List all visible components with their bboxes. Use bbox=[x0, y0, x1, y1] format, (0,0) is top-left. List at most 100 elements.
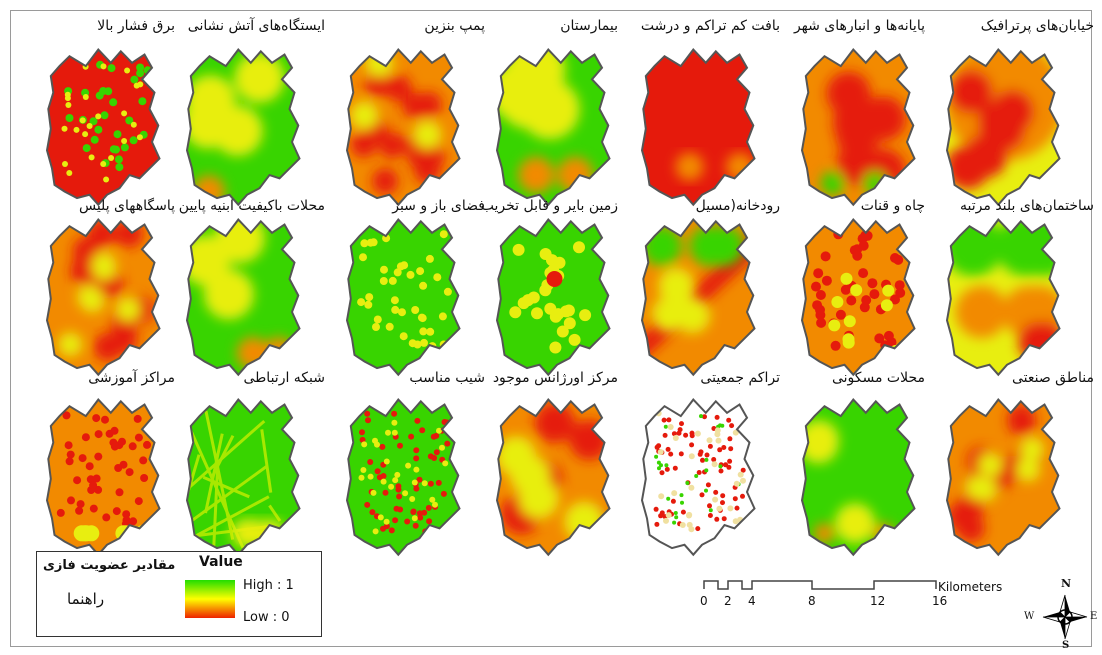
surface-blob bbox=[663, 424, 668, 429]
city-boundary bbox=[945, 218, 1061, 377]
scale-tick-label: 12 bbox=[870, 594, 886, 608]
surface-blob bbox=[140, 474, 149, 482]
map-tile-shib bbox=[345, 398, 461, 557]
surface-blob bbox=[374, 468, 381, 475]
surface-blob bbox=[678, 451, 684, 457]
surface-blob bbox=[406, 270, 415, 279]
surface-blob bbox=[385, 322, 394, 331]
surface-blob bbox=[413, 485, 420, 492]
surface-blob bbox=[357, 298, 366, 307]
surface-blob bbox=[93, 333, 122, 361]
surface-blob bbox=[527, 291, 540, 304]
road-line bbox=[210, 435, 235, 479]
surface-blob bbox=[704, 488, 708, 493]
surface-blob bbox=[672, 520, 677, 525]
surface-blob bbox=[65, 457, 74, 466]
surface-blob bbox=[539, 284, 552, 297]
surface-blob bbox=[88, 154, 95, 161]
surface-blob bbox=[83, 525, 100, 542]
surface-blob bbox=[393, 505, 400, 512]
surface-blob bbox=[134, 497, 143, 506]
map-title: بافت کم تراکم و درشت bbox=[640, 18, 780, 34]
city-boundary bbox=[495, 218, 611, 377]
surface-blob bbox=[948, 69, 993, 114]
city-boundary bbox=[945, 48, 1061, 207]
surface-blob bbox=[370, 489, 377, 496]
surface-blob bbox=[832, 100, 877, 145]
surface-blob bbox=[125, 468, 134, 477]
surface-blob bbox=[668, 451, 674, 457]
surface-blob bbox=[727, 436, 733, 442]
surface-blob bbox=[91, 252, 116, 277]
surface-blob bbox=[125, 116, 134, 125]
map-title: ایستگاه‌های آتش نشانی bbox=[187, 18, 325, 34]
surface-blob bbox=[714, 414, 720, 420]
surface-blob bbox=[110, 426, 119, 435]
surface-blob bbox=[679, 493, 684, 498]
road-line bbox=[187, 419, 245, 549]
surface-blob bbox=[439, 230, 448, 239]
surface-blob bbox=[113, 130, 122, 139]
surface-blob bbox=[705, 482, 711, 488]
surface-blob bbox=[1018, 321, 1059, 362]
surface-blob bbox=[890, 253, 900, 263]
surface-blob bbox=[388, 527, 395, 534]
surface-blob bbox=[417, 514, 424, 521]
surface-blob bbox=[699, 492, 705, 498]
legend-title: Value bbox=[199, 554, 243, 570]
surface-blob bbox=[120, 143, 129, 152]
surface-blob bbox=[121, 110, 128, 117]
map-title: مراکز آموزشی bbox=[88, 370, 175, 386]
road-line bbox=[202, 475, 250, 499]
surface-blob bbox=[666, 417, 672, 423]
surface-blob bbox=[1016, 457, 1040, 482]
surface-blob bbox=[654, 454, 659, 459]
surface-blob bbox=[665, 446, 671, 452]
surface-blob bbox=[721, 445, 727, 450]
surface-blob bbox=[104, 87, 113, 96]
surface-blob bbox=[391, 410, 398, 417]
surface-blob bbox=[874, 333, 885, 344]
road-line bbox=[187, 419, 266, 494]
legend-low-label: Low : 0 bbox=[243, 610, 290, 625]
surface-blob bbox=[56, 508, 65, 517]
surface-blob bbox=[821, 275, 832, 286]
surface-blob bbox=[850, 284, 863, 297]
surface-blob bbox=[556, 325, 569, 338]
surface-blob bbox=[411, 515, 418, 522]
map-tile-chah bbox=[800, 218, 916, 377]
surface-blob bbox=[365, 293, 374, 302]
surface-blob bbox=[86, 123, 93, 129]
surface-blob bbox=[679, 522, 686, 528]
surface-blob bbox=[82, 131, 89, 138]
surface-blob bbox=[965, 475, 990, 500]
surface-blob bbox=[675, 152, 704, 181]
surface-blob bbox=[402, 490, 409, 497]
surface-blob bbox=[405, 462, 412, 469]
surface-blob bbox=[379, 277, 388, 285]
surface-blob bbox=[658, 513, 664, 519]
surface-blob bbox=[393, 268, 402, 277]
map-title: شیب مناسب bbox=[409, 370, 485, 386]
legend-subtitle: مقادیر عضویت فازی bbox=[43, 558, 176, 573]
surface-blob bbox=[85, 462, 94, 471]
surface-blob bbox=[674, 515, 679, 520]
surface-blob bbox=[704, 452, 710, 458]
surface-blob bbox=[996, 219, 1056, 276]
north-arrow: N S E W bbox=[1024, 577, 1100, 651]
surface-blob bbox=[683, 432, 689, 438]
surface-blob bbox=[740, 493, 745, 499]
surface-blob bbox=[414, 417, 421, 424]
surface-blob bbox=[740, 467, 746, 473]
surface-blob bbox=[435, 479, 442, 486]
surface-blob bbox=[579, 309, 592, 322]
surface-blob bbox=[811, 281, 821, 292]
city-boundary bbox=[45, 48, 161, 207]
surface-blob bbox=[413, 120, 442, 149]
surface-blob bbox=[671, 431, 677, 437]
surface-blob bbox=[859, 302, 870, 313]
surface-blob bbox=[420, 338, 428, 347]
map-tile-atash bbox=[185, 48, 301, 207]
surface-blob bbox=[383, 518, 390, 525]
surface-blob bbox=[426, 327, 435, 336]
